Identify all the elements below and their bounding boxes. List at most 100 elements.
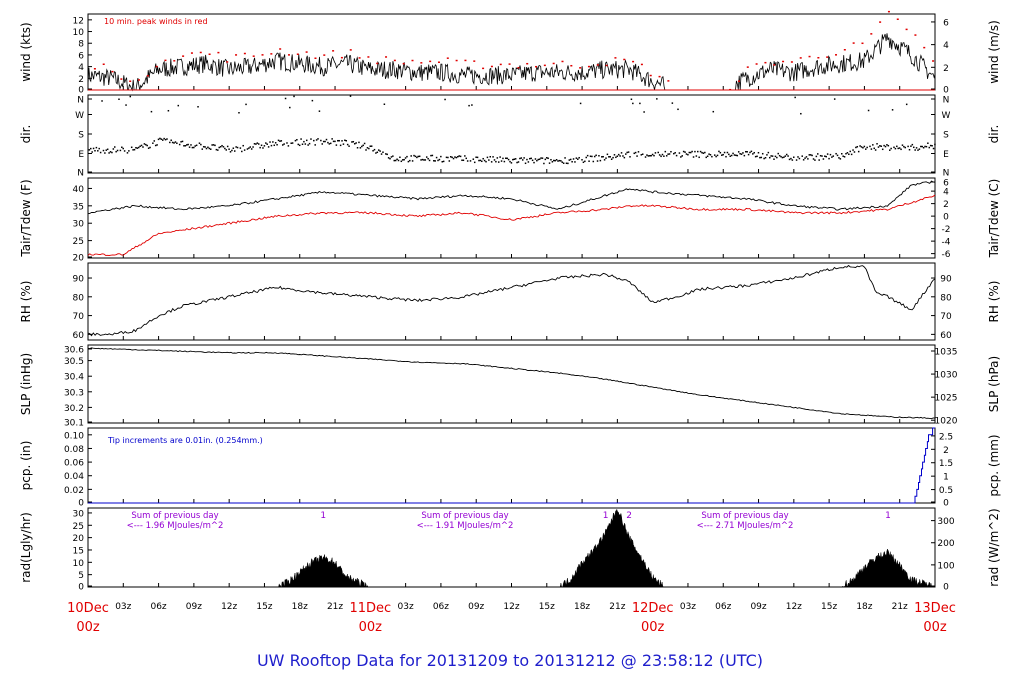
dir-point <box>311 99 314 102</box>
rad-right-tick-label: 300 <box>937 517 954 527</box>
dir-point <box>488 159 490 161</box>
dir-point <box>250 148 253 150</box>
wind-peak-mark <box>287 54 290 56</box>
dir-point <box>366 147 369 149</box>
dir-point <box>344 139 346 142</box>
dir-point <box>687 153 689 156</box>
dir-point <box>243 149 246 151</box>
dir-point <box>414 155 417 158</box>
time-tick-label: 21z <box>892 602 908 612</box>
pcp-line <box>88 427 935 504</box>
dir-point <box>152 142 154 144</box>
wind-peak-mark <box>843 48 846 51</box>
dir-point <box>767 151 770 154</box>
dir-point <box>185 144 188 146</box>
dir-point <box>174 141 177 143</box>
dir-point <box>905 103 908 106</box>
wind-peak-mark <box>896 18 899 20</box>
dir-point <box>918 148 921 150</box>
dir-point <box>735 154 737 157</box>
dir-point <box>447 156 449 159</box>
dir-point <box>588 160 590 162</box>
dir-point <box>423 159 425 161</box>
dir-point <box>575 157 578 159</box>
dir-point <box>911 143 914 146</box>
dir-point <box>608 156 610 158</box>
dir-point <box>639 102 641 105</box>
dir-point <box>142 146 144 148</box>
wind-peak-mark <box>332 50 335 52</box>
rad-sum-value: <--- 1.96 MJoules/m^2 <box>127 521 224 531</box>
dir-point <box>231 149 233 152</box>
dir-point <box>801 155 803 157</box>
wind-peak-mark <box>129 80 132 82</box>
dir-point <box>568 159 571 161</box>
dir-point <box>473 161 476 164</box>
wind-peak-mark <box>323 54 326 56</box>
dir-point <box>787 155 789 157</box>
wind-peak-mark <box>243 52 246 55</box>
dir-point <box>728 153 730 156</box>
dir-point <box>225 149 228 151</box>
dir-point <box>857 150 860 153</box>
dir-point <box>889 149 891 151</box>
dir-point <box>519 157 521 160</box>
wind-peak-mark <box>358 57 361 59</box>
dir-point <box>495 160 497 163</box>
dir-point <box>663 155 665 157</box>
time-tick-label: 15z <box>256 602 272 612</box>
dir-point <box>617 153 620 156</box>
rad-left-tick-label: 25 <box>73 522 84 532</box>
dir-point <box>536 159 538 162</box>
temp-frame <box>87 177 936 259</box>
rad-sum-value: <--- 2.71 MJoules/m^2 <box>697 521 794 531</box>
dir-point <box>324 140 326 143</box>
dir-point <box>577 158 579 160</box>
dir-point <box>750 150 753 153</box>
dir-point <box>516 161 518 164</box>
wind-peak-mark <box>905 28 908 31</box>
dir-point <box>327 141 329 144</box>
wind-peak-mark <box>535 65 538 68</box>
dir-point <box>95 146 98 149</box>
dir-point <box>147 147 150 149</box>
temp-right-tick-label: 6 <box>943 179 949 189</box>
dir-point <box>732 152 734 155</box>
dir-point <box>451 156 453 159</box>
wind-right-tick-label: 0 <box>943 86 949 96</box>
wind-peak-mark <box>817 56 820 59</box>
dir-point <box>685 153 688 155</box>
dir-point <box>332 140 335 143</box>
temp-left-tick-label: 30 <box>73 220 85 230</box>
pcp-right-tick-label: 2 <box>943 446 949 456</box>
dir-point <box>459 155 462 158</box>
dir-point <box>379 150 381 152</box>
dir-point <box>907 145 909 148</box>
dir-point <box>533 161 535 164</box>
dir-point <box>917 149 919 151</box>
dir-point <box>102 149 105 152</box>
wind-peak-mark <box>490 65 493 68</box>
dir-point <box>841 153 843 155</box>
dir-point <box>433 160 435 162</box>
dir-point <box>428 159 431 162</box>
dir-point <box>99 151 102 154</box>
dir-left-tick-label: N <box>77 169 84 179</box>
dir-point <box>574 161 576 163</box>
dir-point <box>665 155 668 157</box>
rh-left-tick-label: 80 <box>73 293 85 303</box>
wind-peak-mark <box>596 64 599 66</box>
dir-point <box>759 156 761 159</box>
dir-point <box>177 104 180 107</box>
pcp-tip-note: Tip increments are 0.01in. (0.254mm.) <box>107 436 263 445</box>
dir-point <box>413 154 415 157</box>
day-time-label: 00z <box>359 620 383 635</box>
time-tick-label: 15z <box>539 602 555 612</box>
dir-point <box>430 154 432 157</box>
dir-point <box>267 146 270 148</box>
time-tick-label: 18z <box>856 602 872 612</box>
dir-point <box>603 159 606 161</box>
dir-point <box>113 146 116 148</box>
dir-point <box>92 147 95 150</box>
wind-left-tick-label: 8 <box>78 40 84 50</box>
